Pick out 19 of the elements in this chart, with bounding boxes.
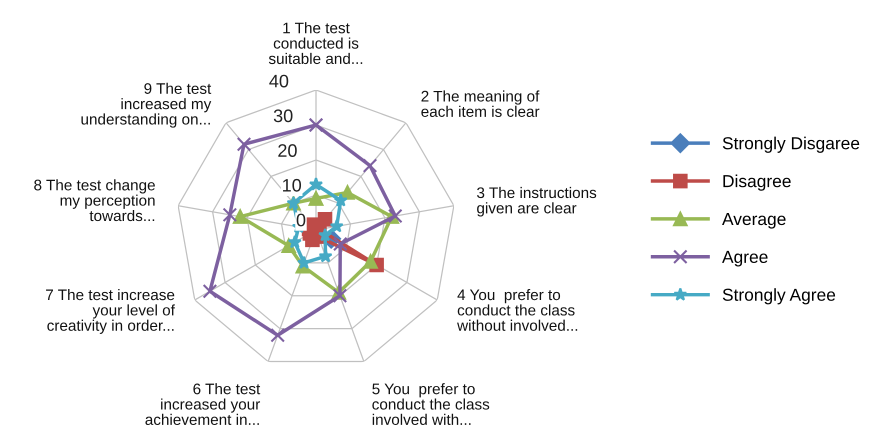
spoke-label: 7 The test increase your level of creativity in order...: [46, 288, 175, 334]
y-tick-label: 10: [283, 178, 302, 192]
spoke-label: 9 The test increased my understanding on...: [81, 82, 212, 128]
spoke-label: 6 The test increased your achievement in...: [145, 383, 260, 426]
legend-label: Disagree: [723, 174, 791, 191]
spoke-label: 5 You prefer to conduct the class involved with...: [372, 383, 490, 426]
y-tick-label: 40: [269, 74, 288, 88]
legend-label: Strongly Agree: [722, 288, 836, 304]
y-tick-label: 20: [278, 144, 297, 157]
legend-label: Strongly Disgaree: [722, 136, 860, 153]
y-tick-label: 30: [274, 109, 292, 122]
legend-label: Average: [722, 213, 786, 229]
legend-label: Agree: [722, 250, 768, 266]
spoke-label: 4 You prefer to conduct the class without involved...: [457, 289, 578, 331]
spoke-label: 2 The meaning of each item is clear: [421, 90, 540, 117]
y-tick-label: 0: [296, 214, 306, 226]
spoke-label: 1 The test conducted is suitable and...: [268, 22, 362, 64]
spoke-label: 3 The instructions given are clear: [477, 186, 596, 217]
spoke-label: 8 The test change my perception towards...: [34, 179, 155, 222]
